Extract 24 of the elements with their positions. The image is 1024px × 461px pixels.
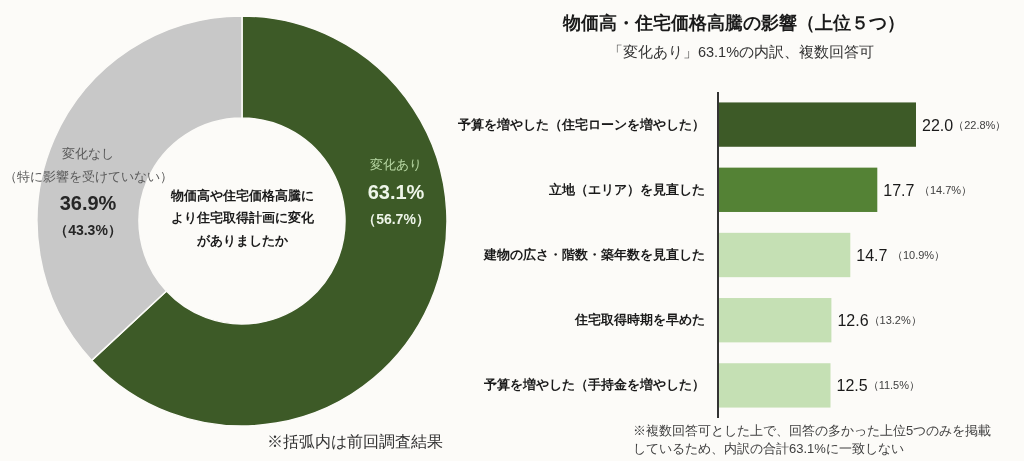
bar bbox=[718, 102, 916, 147]
chart-title: 物価高・住宅価格高騰の影響（上位５つ） bbox=[562, 13, 905, 33]
y-tick-label: 住宅取得時期を早めた bbox=[574, 312, 705, 328]
data-label: 12.6（13.2%） bbox=[837, 311, 922, 329]
data-label: 63.1%（56.7%） bbox=[362, 180, 430, 227]
text: ※複数回答可とした上で、回答の多かった上位5つのみを掲載しているため、内訳の合計63.1%に一致しない bbox=[633, 422, 992, 456]
chart-subtitle: 「変化あり」63.1%の内訳、複数回答可 bbox=[607, 44, 875, 60]
data-label: 22.0（22.8%） bbox=[922, 116, 1007, 134]
slice-label: 変化あり bbox=[370, 157, 422, 173]
y-tick-label: 立地（エリア）を見直した bbox=[548, 181, 705, 197]
text: ※括弧内は前回調査結果 bbox=[267, 432, 443, 450]
y-tick-label: 予算を増やした（住宅ローンを増やした） bbox=[457, 116, 705, 132]
y-tick-label: 建物の広さ・階数・築年数を見直した bbox=[483, 247, 705, 262]
bar bbox=[718, 232, 851, 278]
y-tick-label: 予算を増やした（手持金を増やした） bbox=[483, 377, 705, 393]
bar bbox=[718, 167, 878, 212]
bar bbox=[718, 298, 832, 343]
data-label: 14.7 （10.9%） bbox=[856, 246, 946, 264]
data-label: 36.9%（43.3%） bbox=[54, 191, 122, 238]
data-label: 12.5（11.5%） bbox=[836, 376, 921, 394]
slice-label: 変化なし（特に影響を受けていない） bbox=[3, 146, 173, 184]
bar bbox=[718, 363, 831, 408]
text: 物価高や住宅価格高騰により住宅取得計画に変化がありましたか bbox=[169, 187, 315, 248]
data-label: 17.7 （14.7%） bbox=[883, 181, 973, 199]
